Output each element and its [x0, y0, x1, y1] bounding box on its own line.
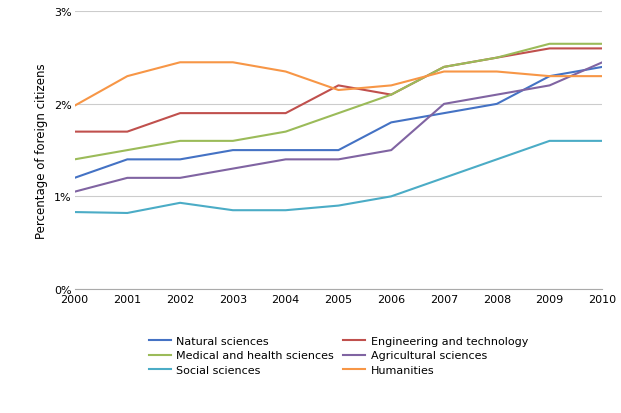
Medical and health sciences: [493, 56, 501, 61]
Line: Social sciences: Social sciences: [75, 142, 602, 214]
Agricultural sciences: [282, 157, 289, 162]
Medical and health sciences: [71, 157, 78, 162]
Humanities: [493, 70, 501, 75]
Medical and health sciences: [282, 130, 289, 135]
Humanities: [71, 104, 78, 109]
Agricultural sciences: [71, 190, 78, 195]
Agricultural sciences: [229, 167, 237, 172]
Natural sciences: [282, 148, 289, 153]
Medical and health sciences: [229, 139, 237, 144]
Social sciences: [599, 139, 606, 144]
Medical and health sciences: [124, 148, 131, 153]
Social sciences: [71, 210, 78, 215]
Line: Medical and health sciences: Medical and health sciences: [75, 45, 602, 160]
Natural sciences: [124, 157, 131, 162]
Engineering and technology: [229, 112, 237, 116]
Engineering and technology: [124, 130, 131, 135]
Engineering and technology: [176, 112, 184, 116]
Engineering and technology: [546, 47, 553, 52]
Humanities: [546, 74, 553, 79]
Agricultural sciences: [388, 148, 395, 153]
Social sciences: [440, 176, 448, 181]
Y-axis label: Percentage of foreign citizens: Percentage of foreign citizens: [35, 63, 48, 238]
Medical and health sciences: [440, 65, 448, 70]
Humanities: [282, 70, 289, 75]
Natural sciences: [599, 65, 606, 70]
Medical and health sciences: [176, 139, 184, 144]
Humanities: [229, 61, 237, 66]
Social sciences: [282, 208, 289, 213]
Social sciences: [493, 157, 501, 162]
Engineering and technology: [599, 47, 606, 52]
Medical and health sciences: [546, 42, 553, 47]
Line: Agricultural sciences: Agricultural sciences: [75, 63, 602, 192]
Medical and health sciences: [599, 42, 606, 47]
Humanities: [176, 61, 184, 66]
Humanities: [335, 88, 342, 93]
Agricultural sciences: [546, 84, 553, 89]
Social sciences: [335, 204, 342, 209]
Agricultural sciences: [599, 61, 606, 66]
Natural sciences: [546, 74, 553, 79]
Medical and health sciences: [335, 112, 342, 116]
Engineering and technology: [388, 93, 395, 98]
Engineering and technology: [335, 84, 342, 89]
Social sciences: [229, 208, 237, 213]
Humanities: [440, 70, 448, 75]
Natural sciences: [493, 102, 501, 107]
Line: Engineering and technology: Engineering and technology: [75, 49, 602, 132]
Social sciences: [124, 211, 131, 216]
Natural sciences: [388, 121, 395, 126]
Natural sciences: [176, 157, 184, 162]
Engineering and technology: [440, 65, 448, 70]
Social sciences: [388, 195, 395, 199]
Legend: Natural sciences, Medical and health sciences, Social sciences, Engineering and : Natural sciences, Medical and health sci…: [148, 336, 528, 375]
Line: Humanities: Humanities: [75, 63, 602, 107]
Agricultural sciences: [440, 102, 448, 107]
Agricultural sciences: [176, 176, 184, 181]
Natural sciences: [229, 148, 237, 153]
Engineering and technology: [282, 112, 289, 116]
Agricultural sciences: [493, 93, 501, 98]
Engineering and technology: [71, 130, 78, 135]
Agricultural sciences: [335, 157, 342, 162]
Humanities: [388, 84, 395, 89]
Natural sciences: [71, 176, 78, 181]
Natural sciences: [335, 148, 342, 153]
Humanities: [599, 74, 606, 79]
Agricultural sciences: [124, 176, 131, 181]
Engineering and technology: [493, 56, 501, 61]
Medical and health sciences: [388, 93, 395, 98]
Line: Natural sciences: Natural sciences: [75, 68, 602, 178]
Social sciences: [176, 201, 184, 206]
Humanities: [124, 74, 131, 79]
Natural sciences: [440, 112, 448, 116]
Social sciences: [546, 139, 553, 144]
